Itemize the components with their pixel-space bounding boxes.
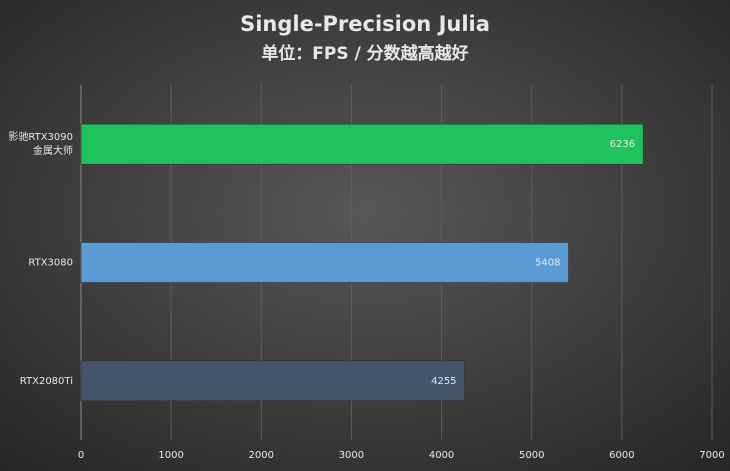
value-label: 4255 xyxy=(431,376,456,387)
x-tick-label: 5000 xyxy=(519,450,544,461)
y-tick-label: RTX2080Ti xyxy=(20,376,73,387)
x-tick-label: 7000 xyxy=(699,450,724,461)
x-tick-label: 3000 xyxy=(339,450,364,461)
x-tick-label: 0 xyxy=(78,450,84,461)
bar xyxy=(80,242,569,283)
x-tick-label: 2000 xyxy=(249,450,274,461)
y-tick-label: RTX3080 xyxy=(28,258,73,269)
bar xyxy=(80,123,644,165)
x-tick-label: 6000 xyxy=(609,450,634,461)
x-tick-label: 4000 xyxy=(429,450,454,461)
chart-subtitle: 单位：FPS / 分数越高越好 xyxy=(261,43,468,64)
value-label: 6236 xyxy=(610,139,635,150)
x-tick-label: 1000 xyxy=(158,450,183,461)
chart-title: Single-Precision Julia xyxy=(240,12,490,36)
value-label: 5408 xyxy=(535,258,560,269)
bar xyxy=(80,360,465,402)
y-tick-label: 影驰RTX3090 金属大师 xyxy=(8,130,73,157)
